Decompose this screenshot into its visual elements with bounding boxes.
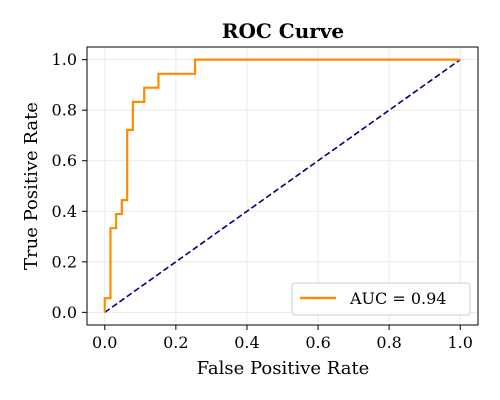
baseline-diagonal-line <box>104 58 461 314</box>
x-tick-label: 0.8 <box>376 333 401 352</box>
y-tick-label: 0.8 <box>52 101 77 120</box>
y-tick-label: 0.4 <box>52 202 77 221</box>
x-axis-label: False Positive Rate <box>197 358 370 379</box>
roc-curve-line <box>103 58 461 313</box>
plot-frame <box>86 46 479 326</box>
x-tick-label: 1.0 <box>448 333 473 352</box>
x-tick-label: 0.2 <box>163 333 188 352</box>
ticks: 0.0 0.2 0.4 0.6 0.8 1.0 0.0 0.2 0.4 0.6 0.8 1.0 <box>52 50 473 352</box>
series-group <box>103 58 461 314</box>
grid <box>87 47 478 325</box>
legend: AUC = 0.94 <box>291 282 471 316</box>
x-tick-label: 0.6 <box>305 333 330 352</box>
x-tick-label: 0.0 <box>92 333 117 352</box>
y-tick-label: 0.6 <box>52 151 77 170</box>
legend-label: AUC = 0.94 <box>349 289 446 308</box>
y-tick-label: 1.0 <box>52 50 77 69</box>
chart-title: ROC Curve <box>222 19 344 43</box>
y-axis-label: True Positive Rate <box>21 102 42 270</box>
legend-box <box>291 282 471 316</box>
y-tick-label: 0.2 <box>52 252 77 271</box>
x-tick-label: 0.4 <box>234 333 259 352</box>
y-tick-label: 0.0 <box>52 303 77 322</box>
